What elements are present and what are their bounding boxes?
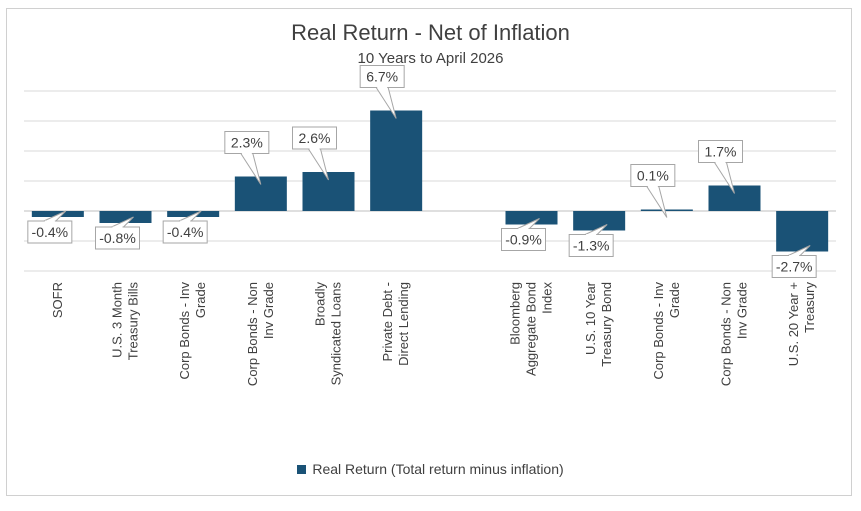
bars: [31, 110, 829, 252]
data-label: 0.1%: [630, 164, 676, 218]
data-label-seam: [44, 220, 55, 223]
data-labels: -0.4% -0.8% -0.4% 2.3% 2.6% 6.7% -0.9% -1.3% 0.1…: [27, 65, 817, 278]
data-label-text: 2.3%: [231, 135, 263, 151]
category-label: U.S. 20 Year +Treasury: [786, 282, 817, 367]
bar: [708, 185, 761, 211]
data-label-text: 0.1%: [637, 168, 669, 184]
chart-frame: [6, 8, 852, 496]
category-label: Corp Bonds - InvGrade: [177, 282, 208, 380]
data-label-text: 6.7%: [366, 69, 398, 85]
category-label: Private Debt -Direct Lending: [380, 282, 411, 366]
legend-swatch: [297, 465, 307, 474]
legend-label: Real Return (Total return minus inflatio…: [312, 461, 564, 477]
data-label-text: -0.9%: [505, 232, 542, 248]
category-label: BroadlySyndicated Loans: [313, 282, 344, 386]
category-labels: SOFR U.S. 3 MonthTreasury Bills Corp Bonds…: [50, 281, 817, 386]
gridlines: [24, 90, 836, 272]
bar: [505, 211, 558, 225]
data-label-text: -1.3%: [573, 238, 610, 254]
data-label: -0.4%: [27, 210, 73, 244]
data-label-seam: [241, 152, 252, 154]
data-label: 1.7%: [698, 140, 743, 194]
category-label: Corp Bonds - NonInv Grade: [719, 282, 750, 386]
bar: [99, 211, 152, 223]
data-label: 2.3%: [224, 131, 270, 185]
bar: [370, 110, 423, 211]
data-label-text: -2.7%: [776, 259, 813, 275]
data-label-seam: [518, 228, 529, 230]
legend: Real Return (Total return minus inflatio…: [0, 461, 861, 477]
category-label: BloombergAggregate BondIndex: [508, 282, 555, 376]
data-label-seam: [647, 185, 658, 187]
data-label-text: -0.4%: [32, 224, 69, 240]
chart-subtitle: 10 Years to April 2026: [357, 50, 504, 67]
data-label-text: 1.7%: [705, 144, 737, 160]
data-label: -0.9%: [501, 218, 546, 251]
bar: [234, 176, 287, 211]
category-label: U.S. 10 YearTreasury Bond: [583, 281, 614, 366]
data-label-text: -0.8%: [99, 230, 136, 246]
bar: [776, 211, 829, 252]
data-label-text: -0.4%: [167, 224, 204, 240]
category-label: SOFR: [50, 282, 65, 318]
chart-title: Real Return - Net of Inflation: [291, 20, 570, 45]
data-label-seam: [377, 86, 388, 88]
bar: [31, 211, 84, 217]
data-label: 2.6%: [292, 126, 337, 181]
category-label: Corp Bonds - NonInv Grade: [245, 282, 276, 386]
data-label: -0.4%: [162, 210, 208, 244]
data-label: -2.7%: [771, 245, 817, 278]
bar: [302, 172, 355, 211]
data-label-seam: [789, 255, 800, 257]
data-label: -1.3%: [568, 224, 614, 257]
data-label-seam: [112, 226, 123, 229]
data-label-seam: [715, 161, 726, 163]
data-label: -0.8%: [95, 216, 140, 250]
bar: [640, 209, 693, 211]
category-label: U.S. 3 MonthTreasury Bills: [110, 282, 141, 361]
bar: [573, 211, 626, 231]
category-label: Corp Bonds - InvGrade: [651, 282, 682, 380]
data-label-seam: [180, 220, 191, 223]
data-label-seam: [309, 147, 320, 150]
data-label-pointer: [645, 186, 668, 218]
data-label-seam: [586, 234, 597, 236]
data-label-text: 2.6%: [299, 130, 331, 146]
bar: [167, 211, 220, 217]
data-label: 6.7%: [359, 65, 405, 119]
